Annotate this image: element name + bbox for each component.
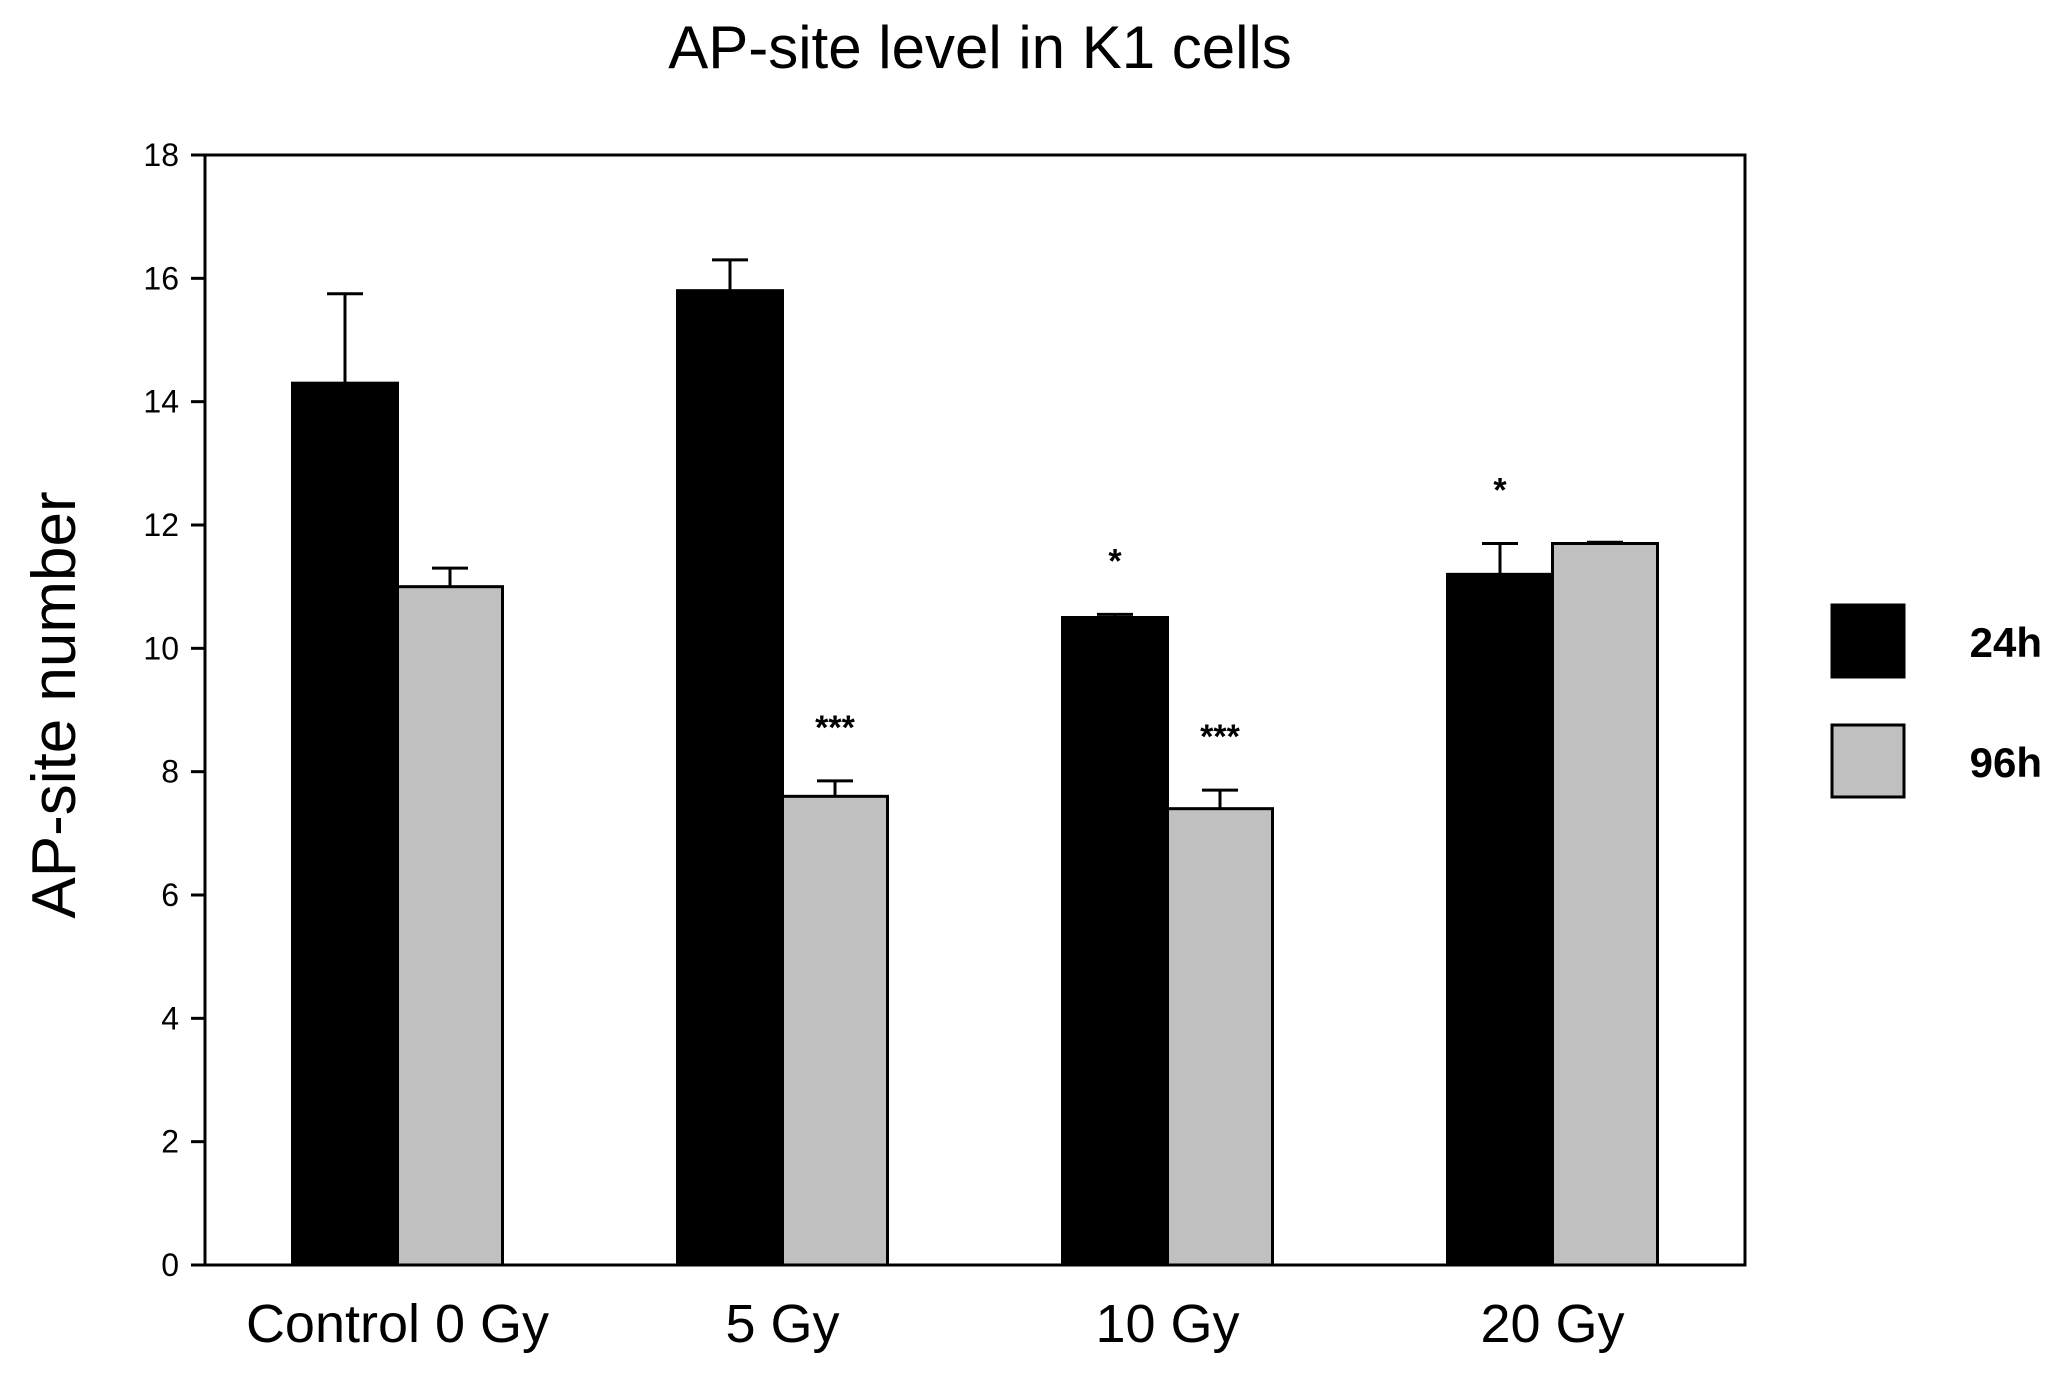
legend-swatch-24h [1830, 603, 1906, 679]
x-category-label: Control 0 Gy [246, 1294, 549, 1354]
bars: ******** [291, 258, 1659, 1267]
x-category-label: 10 Gy [1095, 1294, 1239, 1354]
x-axis: Control 0 Gy 5 Gy 10 Gy 20 Gy [246, 1294, 1625, 1354]
y-tick-label: 10 [143, 630, 179, 666]
chart-title: AP-site level in K1 cells [668, 14, 1292, 81]
bar-96h-1 [781, 794, 889, 1267]
y-tick-label: 4 [161, 1000, 179, 1036]
bar-96h-3 [1551, 542, 1659, 1267]
y-tick-label: 16 [143, 260, 179, 296]
significance-label: * [1493, 472, 1507, 510]
bar-96h-2 [1166, 807, 1274, 1267]
bar-24h-0 [291, 381, 399, 1267]
legend-label-24h: 24h [1970, 619, 2042, 666]
bar-24h-2 [1061, 616, 1169, 1267]
bar-24h-3 [1446, 572, 1554, 1267]
bar-24h-1 [676, 289, 784, 1267]
x-category-label: 5 Gy [725, 1294, 839, 1354]
legend-label-96h: 96h [1970, 739, 2042, 786]
significance-label: * [1108, 542, 1122, 580]
significance-label: *** [1200, 718, 1240, 756]
plot-frame [203, 153, 1747, 1267]
bar-96h-0 [396, 585, 504, 1267]
y-tick-label: 6 [161, 877, 179, 913]
y-axis: 0 2 4 6 8 10 12 14 16 18 [143, 137, 205, 1283]
y-axis-label: AP-site number [20, 491, 89, 918]
y-tick-label: 0 [161, 1247, 179, 1283]
legend: 24h 96h [1830, 603, 2042, 799]
legend-swatch-96h [1830, 723, 1906, 799]
y-tick-label: 8 [161, 754, 179, 790]
y-tick-label: 12 [143, 507, 179, 543]
significance-label: *** [815, 709, 855, 747]
y-tick-label: 2 [161, 1124, 179, 1160]
y-tick-label: 18 [143, 137, 179, 173]
x-category-label: 20 Gy [1480, 1294, 1624, 1354]
y-tick-label: 14 [143, 384, 179, 420]
